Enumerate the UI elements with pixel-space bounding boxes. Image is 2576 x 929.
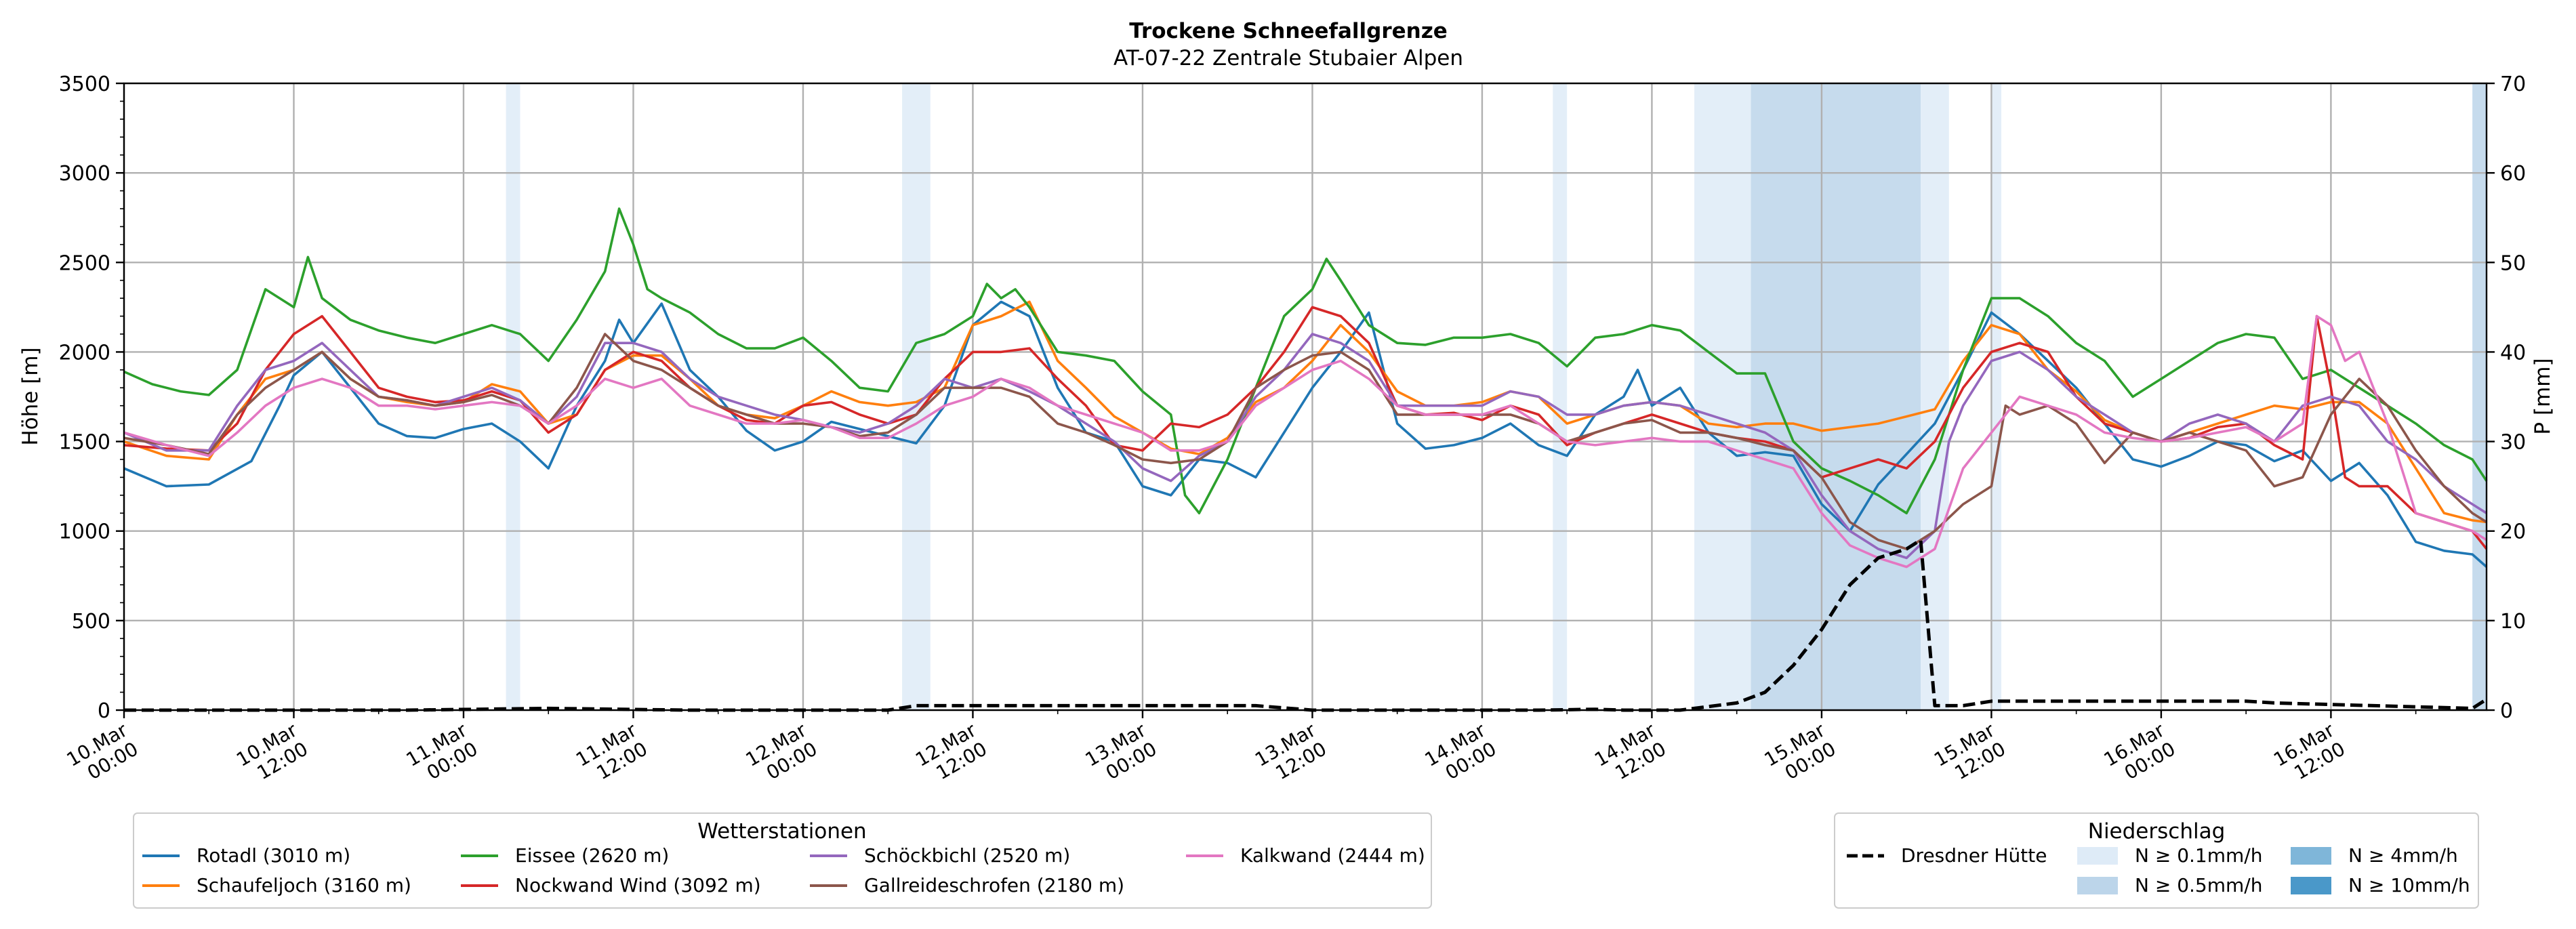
y2-tick-label-7: 70 [2500, 73, 2526, 96]
precip-legend-swatch-2 [2291, 847, 2331, 865]
series-line-7 [124, 538, 2488, 712]
y-tick-label-1: 500 [72, 610, 110, 634]
precip-legend-swatch-0 [2077, 847, 2118, 865]
precip-band-3 [1694, 83, 1751, 710]
precip-band-2 [1553, 83, 1568, 710]
precip-legend-swatch-3 [2291, 877, 2331, 894]
precip-legend-label-0: N ≥ 0.1mm/h [2135, 844, 2262, 867]
legend-label-3: Nockwand Wind (3092 m) [515, 874, 761, 896]
stations-legend-items: Rotadl (3010 m) Schaufeljoch (3160 m) Eiss… [142, 844, 1425, 896]
y-axis-label: Höhe [m] [18, 347, 43, 445]
precip-legend-label-2: N ≥ 4mm/h [2348, 844, 2458, 867]
y-tick-label-4: 2000 [59, 341, 110, 365]
y2-tick-label-3: 30 [2500, 431, 2526, 455]
legend-label-6: Kalkwand (2444 m) [1240, 844, 1425, 867]
legend-label-4: Schöckbichl (2520 m) [864, 844, 1070, 867]
y2-axis-ticks: 0 10 20 30 40 50 60 70 [2487, 73, 2526, 723]
y2-tick-label-1: 10 [2500, 610, 2526, 634]
y2-tick-label-2: 20 [2500, 520, 2526, 544]
y-tick-label-5: 2500 [59, 251, 110, 275]
y2-tick-label-0: 0 [2500, 699, 2513, 723]
precip-band-7 [2472, 83, 2487, 710]
chart-title: Trockene Schneefallgrenze [1129, 19, 1448, 43]
series-lines [123, 207, 2488, 712]
y-tick-label-3: 1500 [59, 431, 110, 455]
precip-band-6 [1991, 83, 2002, 710]
plot-frame [123, 82, 2488, 711]
y-tick-label-0: 0 [98, 699, 110, 723]
stations-legend: Wetterstationen Rotadl (3010 m) Schaufelj… [133, 812, 1432, 909]
precip-legend-title: Niederschlag [2088, 819, 2226, 844]
precip-legend: Niederschlag Dresdner Hütte N ≥ 0.1mm/h N … [1834, 812, 2479, 909]
precip-legend-items: Dresdner Hütte N ≥ 0.1mm/h N ≥ 0.5mm/h N ≥ … [1847, 844, 2470, 896]
stations-legend-title: Wetterstationen [697, 819, 866, 844]
precip-legend-label-1: N ≥ 0.5mm/h [2135, 874, 2262, 896]
y-tick-label-6: 3000 [59, 162, 110, 186]
y-tick-label-2: 1000 [59, 520, 110, 544]
y-axis-ticks: 0 500 1000 1500 2000 2500 3000 3500 [59, 73, 124, 723]
precip-band-5 [1921, 83, 1949, 710]
legend-label-dresdner: Dresdner Hütte [1901, 844, 2047, 867]
y-tick-label-7: 3500 [59, 73, 110, 96]
legend-label-2: Eissee (2620 m) [515, 844, 669, 867]
y2-tick-label-5: 50 [2500, 251, 2526, 275]
series-line-6 [123, 314, 2487, 569]
series-line-2 [123, 207, 2488, 515]
stations-legend-box [133, 812, 1432, 909]
legend-label-0: Rotadl (3010 m) [197, 844, 350, 867]
chart-subtitle: AT-07-22 Zentrale Stubaier Alpen [1113, 46, 1463, 70]
legend-label-5: Gallreideschrofen (2180 m) [864, 874, 1124, 896]
y2-axis-label: P [mm] [2531, 358, 2555, 434]
precip-legend-swatch-1 [2077, 877, 2118, 894]
precip-band-4 [1751, 83, 1921, 710]
precip-legend-label-3: N ≥ 10mm/h [2348, 874, 2470, 896]
legend-label-1: Schaufeljoch (3160 m) [197, 874, 411, 896]
y2-tick-label-4: 40 [2500, 341, 2526, 365]
y2-tick-label-6: 60 [2500, 162, 2526, 186]
series-line-1 [123, 300, 2487, 524]
